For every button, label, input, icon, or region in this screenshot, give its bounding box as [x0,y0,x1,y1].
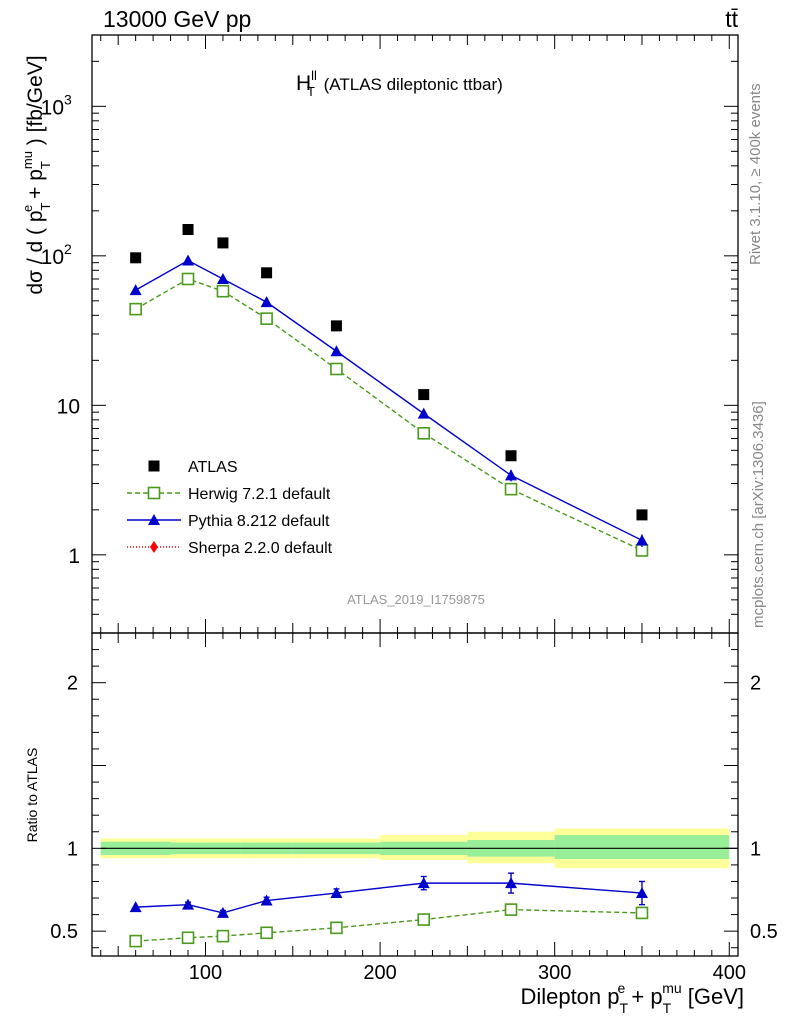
pythia-point [129,284,142,296]
rivet-version-label: Rivet 3.1.10, ≥ 400k events [747,83,764,265]
ratio-uncertainty-bands [100,828,738,869]
pythia-point [260,296,273,308]
herwig-ratio-point [216,929,230,943]
process-label: tt̄ [725,6,738,32]
atlas-point [330,320,342,332]
legend-marker-pythia [148,514,160,525]
atlas-point [217,237,229,249]
x-tick-label: 400 [713,962,746,984]
main-panel-marks [129,224,649,557]
ratio-y-tick-label: 0.5 [50,921,78,943]
herwig-ratio-point [129,934,142,948]
herwig-ratio-line [135,908,642,942]
ratio-y-tick-label: 2 [67,673,78,695]
pythia-line [135,259,643,541]
legend-marker-atlas [148,460,160,472]
ratio-y-axis-label: Ratio to ATLAS [24,748,40,843]
legend-label-herwig: Herwig 7.2.1 default [188,486,331,503]
pythia-point [216,272,229,284]
ratio-band-inner [554,835,730,860]
herwig-line [135,278,643,552]
herwig-ratio-point [330,921,343,935]
x-tick-label: 200 [363,962,396,984]
herwig-point [181,272,195,286]
pythia-point [182,254,195,266]
main-y-tick-label-exponent: 3 [64,91,72,107]
atlas-point [261,267,273,279]
x-tick-label: 300 [538,962,571,984]
atlas-point [505,450,517,462]
herwig-ratio-point [181,931,195,945]
mcplots-label: mcplots.cern.ch [arXiv:1306.3436] [750,401,767,628]
ratio-y-tick-label-right: 1 [750,838,761,860]
herwig-ratio-point [417,913,431,926]
pythia-point [417,407,430,419]
atlas-point [636,509,648,521]
pythia-ratio-line [135,882,643,914]
main-y-tick-label: 10 [41,246,64,269]
pythia-point [330,345,343,357]
ratio-panel-axes: 0.5 0.5 1 1 2 2 100 200 300 400 [50,632,778,984]
pythia-ratio-point [216,906,229,918]
main-y-tick-label: 10 [57,395,80,418]
legend-marker-sherpa [150,541,158,553]
ratio-y-tick-label-right: 2 [750,673,761,695]
pythia-ratio-point [505,877,518,889]
pythia-ratio-point [129,901,142,913]
pythia-ratio-point [330,887,343,899]
pythia-ratio-point [182,898,195,910]
main-y-tick-label-exponent: 2 [64,241,72,257]
herwig-point [260,312,273,325]
pythia-ratio-point [417,877,430,889]
herwig-ratio-point [635,906,649,920]
ratio-panel-marks [129,872,649,948]
ratio-panel-frame [91,632,739,957]
plot-title: Hll T (ATLAS dileptonic ttbar) [296,68,503,99]
herwig-ratio-point [260,926,273,940]
energy-label: 13000 GeV pp [103,6,251,32]
herwig-point [417,426,431,440]
analysis-label: ATLAS_2019_I1759875 [347,592,485,607]
herwig-point [330,362,343,376]
atlas-point [418,389,430,401]
x-tick-label: 100 [189,962,222,984]
herwig-point [129,302,142,316]
atlas-point [182,224,194,236]
legend-label-pythia: Pythia 8.212 default [188,513,330,530]
ratio-y-tick-label: 1 [67,838,78,860]
legend-label-sherpa: Sherpa 2.2.0 default [188,540,333,557]
pythia-ratio-point [260,894,273,906]
legend-label-atlas: ATLAS [188,459,238,476]
main-y-tick-label: 10 [41,96,64,119]
ratio-y-tick-label-right: 0.5 [750,921,778,943]
legend-marker-herwig [147,486,161,500]
legend: ATLAS Herwig 7.2.1 default Pythia 8.212 de… [127,459,333,557]
pythia-point [635,534,648,546]
pythia-ratio-point [635,887,648,899]
x-axis-label: Dilepton pTe + pTmu [GeV] [520,980,744,1016]
herwig-point [504,482,518,496]
herwig-point [216,284,230,298]
ratio-panel: 0.5 0.5 1 1 2 2 100 200 300 400 Ratio to ATLAS Di… [24,632,778,1016]
atlas-point [130,252,142,264]
herwig-ratio-point [504,903,518,916]
pythia-point [505,469,518,481]
main-y-tick-label: 1 [68,545,80,568]
